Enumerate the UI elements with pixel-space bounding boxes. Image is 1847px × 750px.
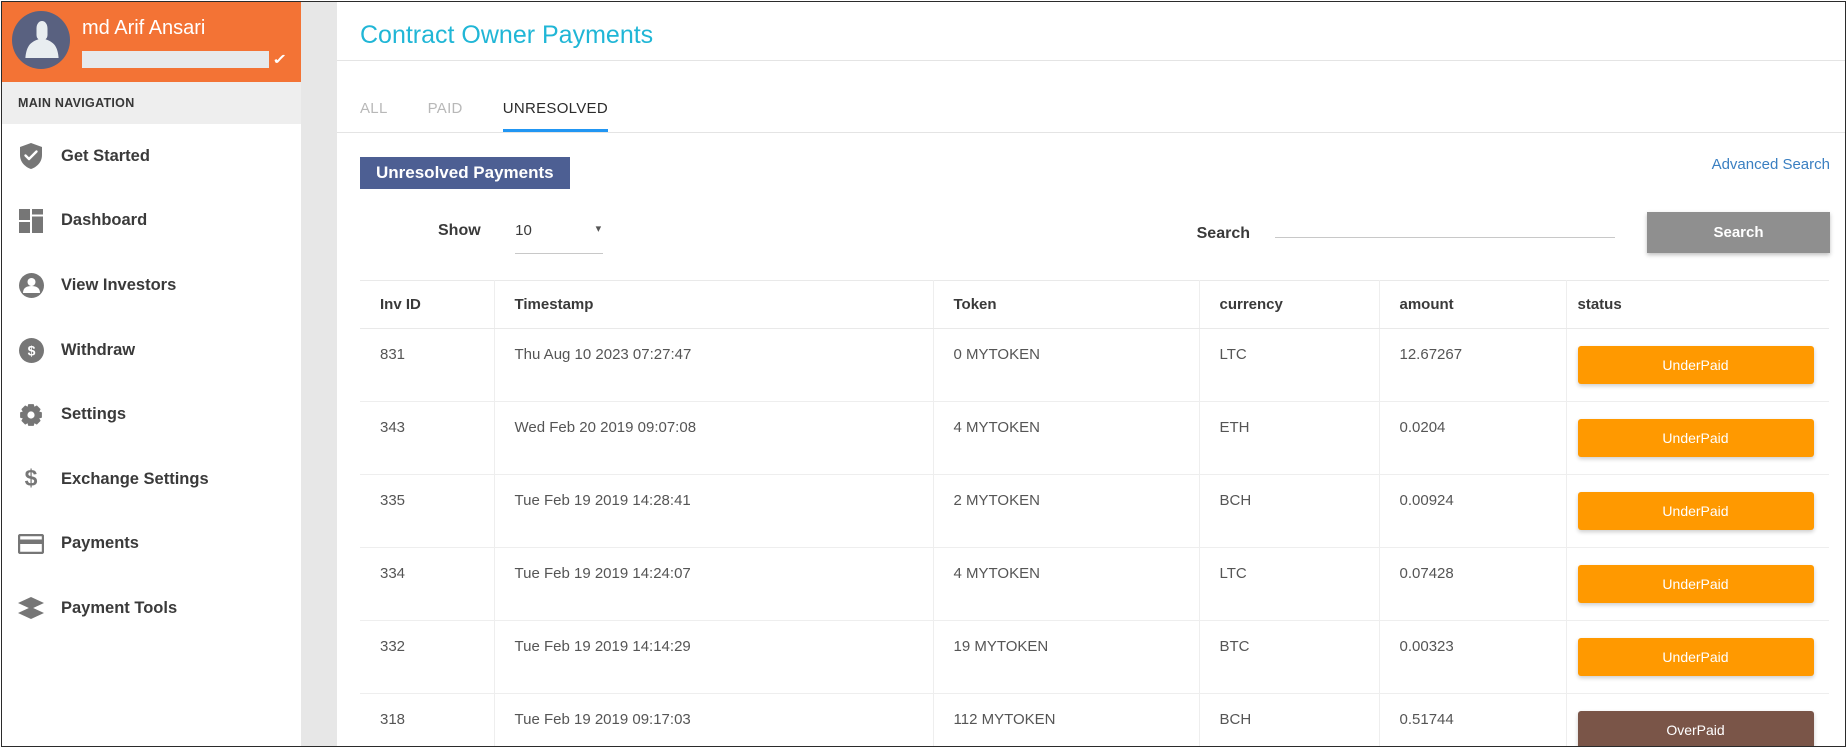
svg-text:$: $ [25,466,38,491]
svg-text:$: $ [27,342,35,358]
